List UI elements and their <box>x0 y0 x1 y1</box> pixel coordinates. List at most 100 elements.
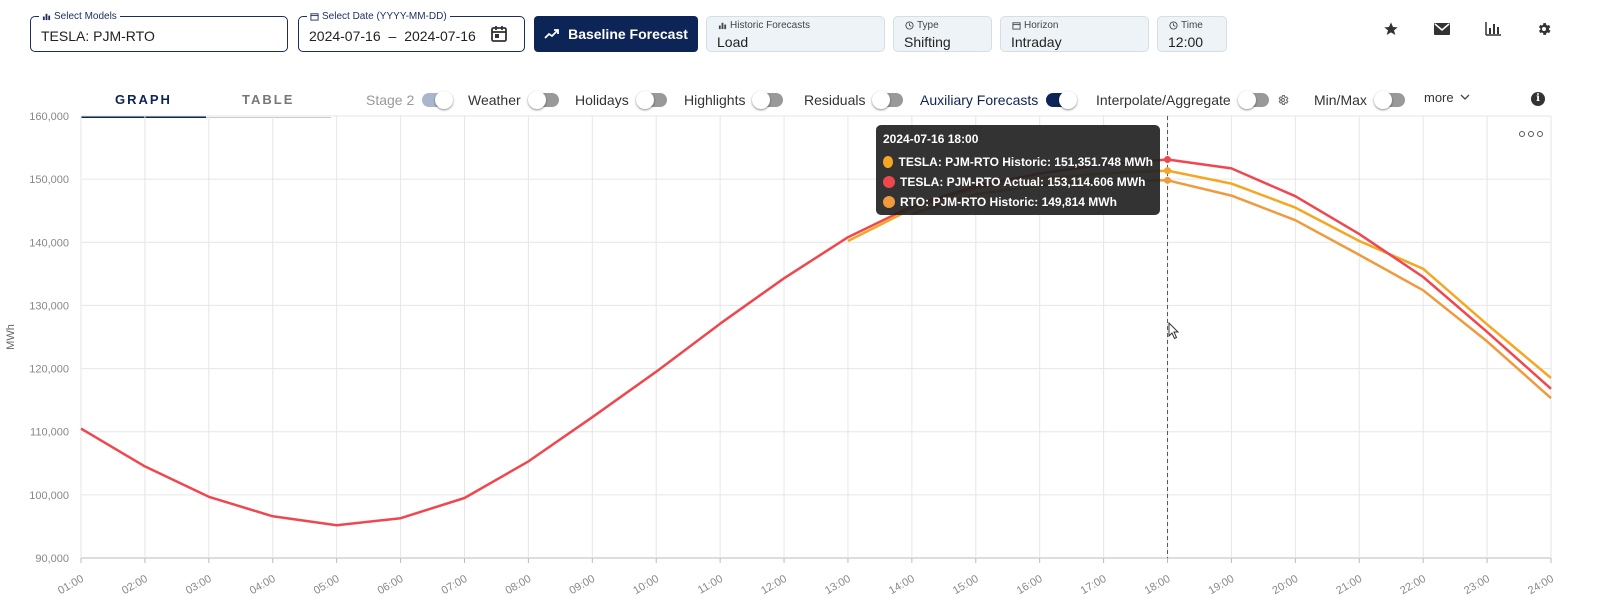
historic-forecasts-field[interactable]: Historic Forecasts Load <box>706 16 885 52</box>
y-tick-label: 90,000 <box>35 553 69 565</box>
mail-icon[interactable] <box>1433 20 1451 38</box>
view-tabs: GRAPH TABLE <box>81 86 331 118</box>
gear-icon[interactable] <box>1277 94 1289 106</box>
chart-tooltip: 2024-07-16 18:00 TESLA: PJM-RTO Historic… <box>876 125 1160 215</box>
residuals-switch[interactable] <box>872 91 904 109</box>
series-dot <box>883 196 895 208</box>
toggle-residuals[interactable]: Residuals <box>804 90 904 110</box>
calendar-picker-icon[interactable] <box>490 25 508 43</box>
select-models-field[interactable]: Select Models TESLA: PJM-RTO <box>30 11 288 52</box>
x-tick-label: 11:00 <box>696 573 725 597</box>
x-tick-label: 14:00 <box>887 573 917 597</box>
y-tick-label: 100,000 <box>29 490 69 502</box>
series-dot <box>883 176 895 188</box>
tab-table[interactable]: TABLE <box>242 92 295 107</box>
x-tick-label: 15:00 <box>951 573 981 597</box>
trending-up-icon <box>544 29 559 39</box>
calendar-icon <box>1012 22 1021 30</box>
x-tick-label: 03:00 <box>184 573 214 597</box>
clock-icon <box>905 21 914 30</box>
gear-icon[interactable] <box>1535 20 1553 38</box>
date-start[interactable]: 2024-07-16 <box>309 28 381 44</box>
holidays-switch[interactable] <box>635 91 667 109</box>
tooltip-row: TESLA: PJM-RTO Historic: 151,351.748 MWh <box>883 152 1153 172</box>
x-tick-label: 22:00 <box>1398 573 1428 597</box>
x-tick-label: 05:00 <box>312 573 342 597</box>
historic-forecasts-label: Historic Forecasts <box>730 20 811 31</box>
toggle-weather[interactable]: Weather <box>468 90 559 110</box>
type-field[interactable]: Type Shifting <box>893 16 992 52</box>
toggle-stage-2[interactable]: Stage 2 <box>366 90 454 110</box>
weather-switch[interactable] <box>527 91 559 109</box>
info-icon[interactable]: i <box>1531 92 1545 106</box>
mouse-cursor-icon <box>1168 322 1180 340</box>
tooltip-row: TESLA: PJM-RTO Actual: 153,114.606 MWh <box>883 172 1153 192</box>
x-tick-label: 01:00 <box>56 573 86 597</box>
x-tick-label: 24:00 <box>1526 573 1556 597</box>
bar-chart-icon <box>718 22 727 30</box>
interpolate-aggregate-switch[interactable] <box>1237 91 1269 109</box>
tab-graph[interactable]: GRAPH <box>115 92 172 107</box>
hover-point <box>1164 167 1172 175</box>
select-date-label: Select Date (YYYY-MM-DD) <box>307 11 450 22</box>
x-tick-label: 18:00 <box>1143 573 1173 597</box>
x-tick-label: 08:00 <box>503 573 533 597</box>
horizon-value: Intraday <box>1011 34 1062 50</box>
x-tick-label: 23:00 <box>1462 573 1492 597</box>
chevron-down-icon <box>1460 94 1470 100</box>
select-date-field[interactable]: Select Date (YYYY-MM-DD) 2024-07-16 – 20… <box>298 11 525 52</box>
tooltip-title: 2024-07-16 18:00 <box>883 132 979 146</box>
toggle-highlights[interactable]: Highlights <box>684 90 784 110</box>
x-tick-label: 07:00 <box>440 573 470 597</box>
hover-point <box>1164 155 1172 163</box>
toggle-min-max[interactable]: Min/Max <box>1314 90 1405 110</box>
x-tick-label: 02:00 <box>120 573 150 597</box>
baseline-forecast-button[interactable]: Baseline Forecast <box>534 16 698 52</box>
calendar-icon <box>310 13 319 21</box>
toggle-auxiliary-forecasts[interactable]: Auxiliary Forecasts <box>920 90 1078 110</box>
x-tick-label: 16:00 <box>1015 573 1045 597</box>
toggle-interpolate-aggregate[interactable]: Interpolate/Aggregate <box>1096 90 1289 110</box>
time-field[interactable]: Time 12:00 <box>1157 16 1227 52</box>
y-tick-label: 130,000 <box>29 300 69 312</box>
x-tick-label: 21:00 <box>1334 573 1364 597</box>
highlights-switch[interactable] <box>752 91 784 109</box>
y-tick-label: 150,000 <box>29 174 69 186</box>
select-models-label: Select Models <box>39 11 120 22</box>
time-value: 12:00 <box>1168 34 1204 50</box>
y-tick-label: 160,000 <box>29 111 69 123</box>
tooltip-row: RTO: PJM-RTO Historic: 149,814 MWh <box>883 192 1153 212</box>
active-tab-indicator <box>81 116 206 118</box>
x-tick-label: 09:00 <box>567 573 597 597</box>
series-line <box>80 158 1552 527</box>
auxiliary-forecasts-switch[interactable] <box>1046 91 1078 109</box>
bar-chart-icon[interactable] <box>1484 20 1502 38</box>
chart-menu-icon[interactable] <box>1519 131 1543 137</box>
time-label: Time <box>1181 20 1203 31</box>
toggle-holidays[interactable]: Holidays <box>575 90 667 110</box>
stage-2-switch[interactable] <box>422 91 454 109</box>
date-end[interactable]: 2024-07-16 <box>404 28 476 44</box>
x-tick-label: 10:00 <box>631 573 661 597</box>
y-tick-label: 110,000 <box>30 427 69 439</box>
x-tick-label: 19:00 <box>1206 573 1236 597</box>
x-tick-label: 20:00 <box>1270 573 1300 597</box>
date-separator: – <box>388 28 397 44</box>
x-tick-label: 04:00 <box>248 573 278 597</box>
series-dot <box>883 156 894 168</box>
horizon-label: Horizon <box>1024 20 1059 31</box>
historic-forecasts-value: Load <box>717 34 749 50</box>
x-tick-label: 13:00 <box>823 573 853 597</box>
star-icon[interactable] <box>1382 20 1400 38</box>
select-models-value: TESLA: PJM-RTO <box>41 28 155 44</box>
bar-chart-icon <box>42 13 51 21</box>
y-tick-label: 120,000 <box>29 364 69 376</box>
y-axis-label: MWh <box>5 324 17 350</box>
min-max-switch[interactable] <box>1373 91 1405 109</box>
type-label: Type <box>917 20 939 31</box>
x-tick-label: 17:00 <box>1079 573 1109 597</box>
x-tick-label: 12:00 <box>759 573 789 597</box>
more-dropdown[interactable]: more <box>1424 87 1470 107</box>
horizon-field[interactable]: Horizon Intraday <box>1000 16 1149 52</box>
